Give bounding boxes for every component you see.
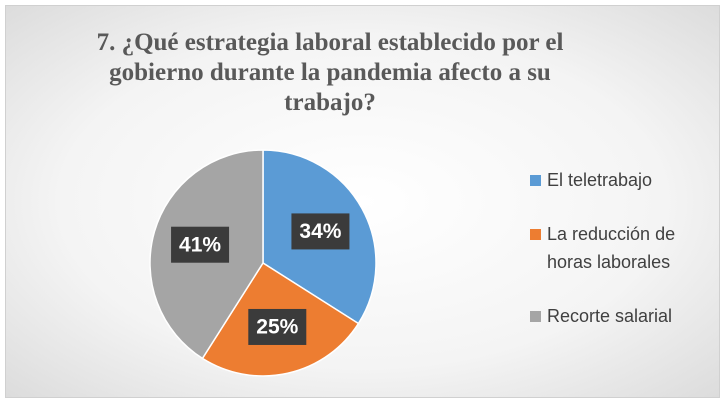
data-label: 34% (299, 220, 341, 243)
legend-label: El teletrabajo (547, 170, 653, 190)
data-label-box (291, 213, 350, 250)
chart-area (5, 5, 720, 398)
legend-label: La reducción de horas laborales (547, 224, 676, 272)
legend-swatch (530, 175, 541, 186)
legend-item: La reducción de horas laborales (530, 220, 710, 276)
legend-item: Recorte salarial (530, 302, 710, 330)
legend: El teletrabajo La reducción de horas labo… (530, 166, 710, 356)
data-label: 41% (179, 233, 221, 256)
legend-label: Recorte salarial (547, 306, 673, 326)
chart-title: 7. ¿Qué estrategia laboral establecido p… (96, 29, 564, 116)
legend-item: El teletrabajo (530, 166, 710, 194)
data-label-box (171, 226, 230, 263)
legend-swatch (530, 311, 541, 322)
data-label: 25% (256, 316, 298, 339)
legend-swatch (530, 229, 541, 240)
data-label-box (248, 308, 307, 345)
